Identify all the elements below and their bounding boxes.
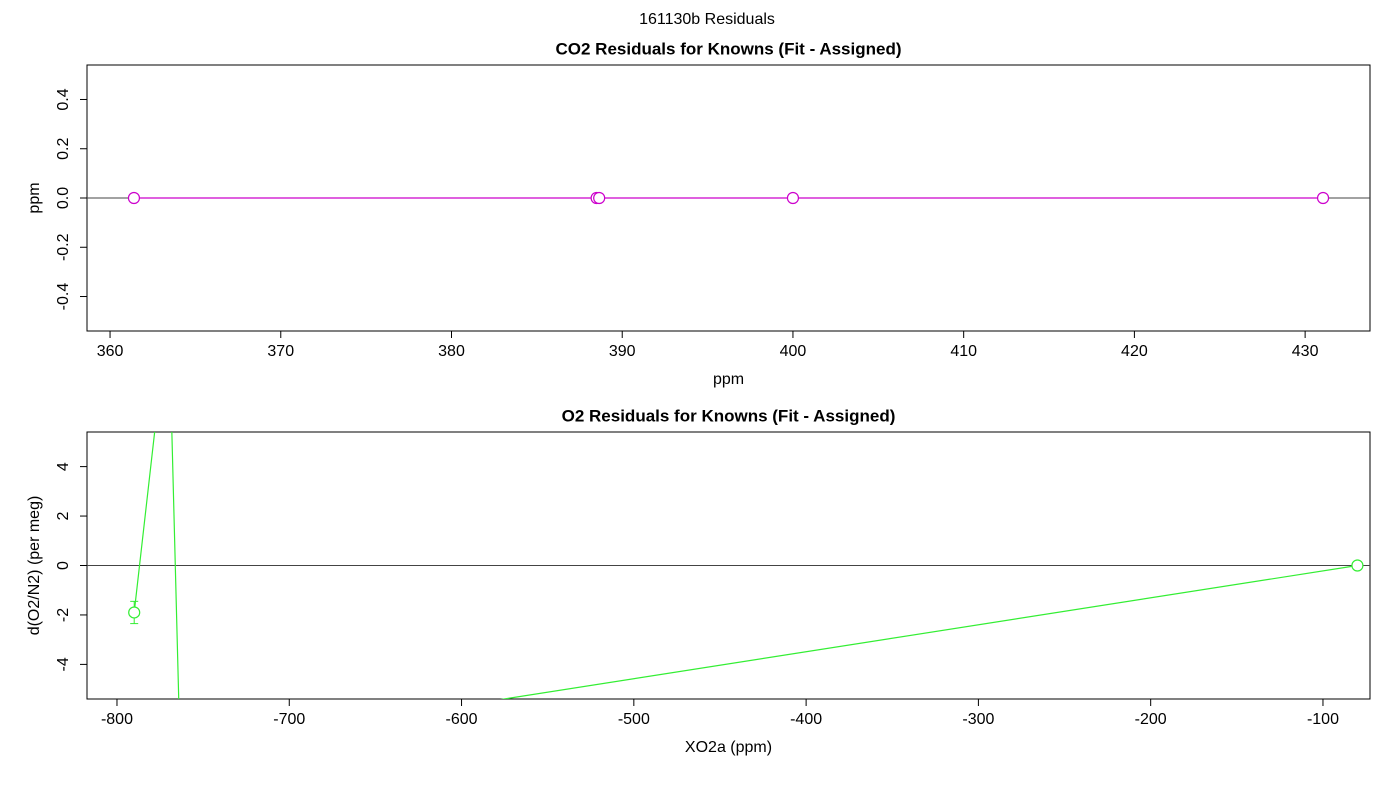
x-tick-label: 410 [950,343,977,360]
x-tick-label: -500 [618,711,650,728]
x-tick-label: 400 [780,343,807,360]
point [593,191,606,205]
point [1316,191,1330,205]
x-tick-label: -400 [790,711,822,728]
y-tick-label: -0.2 [55,233,72,261]
x-tick-label: 430 [1292,343,1319,360]
y-axis-label: ppm [26,182,43,213]
y-tick-label: 2 [55,512,72,521]
y-tick-label: 0.0 [55,187,72,209]
y-tick-label: -2 [55,608,72,622]
x-tick-label: 380 [438,343,465,360]
y-tick-label: 0.4 [55,88,72,110]
x-tick-label: -300 [962,711,994,728]
x-tick-label: 370 [267,343,294,360]
y-tick-label: 0.2 [55,138,72,160]
y-tick-label: 0 [55,561,72,570]
x-axis-label: ppm [713,371,744,388]
plot-area [87,191,1370,205]
x-tick-label: 360 [97,343,124,360]
series-line [133,432,1358,699]
figure-title: 161130b Residuals [639,11,775,28]
point [786,191,800,205]
y-tick-label: -4 [55,657,72,671]
chart-title: CO2 Residuals for Knowns (Fit - Assigned… [555,39,901,58]
point [163,303,174,314]
point [128,606,141,619]
x-axis-label: XO2a (ppm) [685,739,772,756]
chart-title: O2 Residuals for Knowns (Fit - Assigned) [562,406,896,425]
point [127,191,141,205]
x-tick-label: -600 [446,711,478,728]
x-tick-label: 390 [609,343,636,360]
x-tick-label: -800 [101,711,133,728]
y-tick-label: -0.4 [55,283,72,311]
plot-area [87,303,1370,755]
x-tick-label: -700 [273,711,305,728]
x-tick-label: -100 [1307,711,1339,728]
x-tick-label: -200 [1135,711,1167,728]
point [175,744,186,755]
y-tick-label: 4 [55,462,72,471]
y-axis-label: d(O2/N2) (per meg) [26,496,43,636]
point [1351,559,1364,572]
x-tick-label: 420 [1121,343,1148,360]
